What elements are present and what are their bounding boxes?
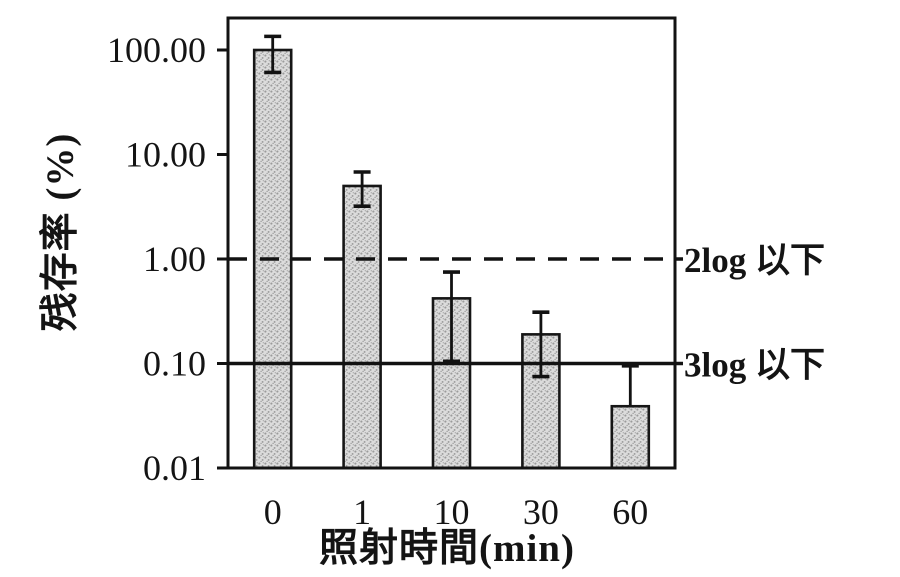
x-axis-title: 照射時間(min) <box>319 527 575 570</box>
y-tick-label: 1.00 <box>143 239 206 279</box>
x-tick-label: 30 <box>523 492 559 532</box>
y-tick-label: 0.10 <box>143 344 206 384</box>
x-tick-label: 60 <box>612 492 648 532</box>
x-tick-label: 10 <box>434 492 470 532</box>
y-tick-label: 10.00 <box>125 135 206 175</box>
annotation-solid-line: 3log 以下 <box>684 346 825 385</box>
bar <box>610 404 651 470</box>
bar <box>342 184 382 470</box>
y-tick-label: 0.01 <box>143 448 206 488</box>
y-tick-label: 100.00 <box>107 30 206 70</box>
annotation-dashed-line: 2log 以下 <box>684 241 825 280</box>
y-axis-title: 残存率 (%) <box>39 132 82 332</box>
plot-frame <box>226 16 677 470</box>
x-tick-label: 0 <box>264 492 282 532</box>
x-tick-label: 1 <box>353 492 371 532</box>
